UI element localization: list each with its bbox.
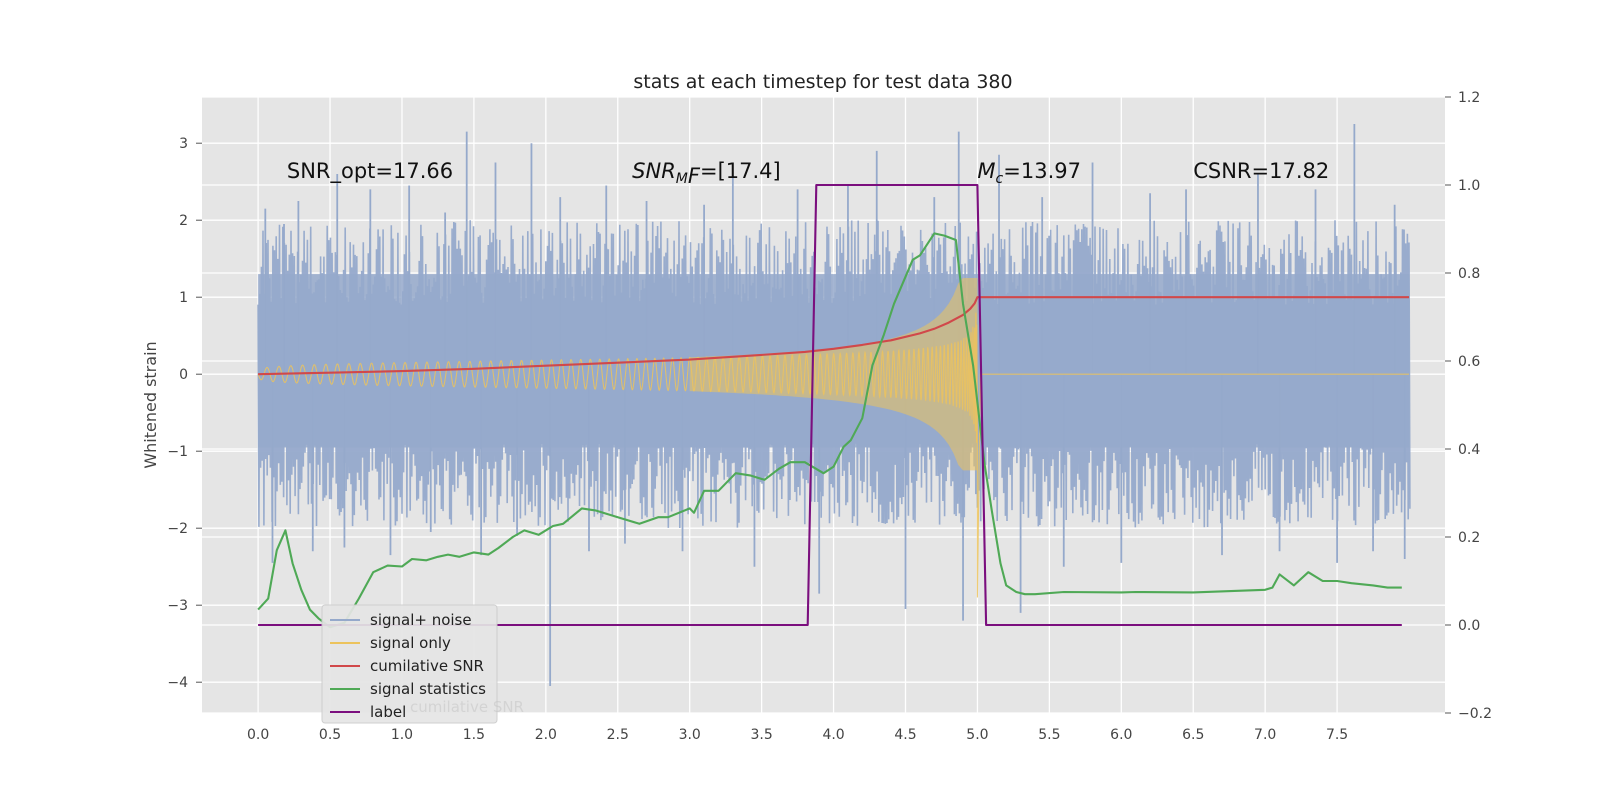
annotation-text: Mc=13.97 — [977, 159, 1081, 187]
chart-title: stats at each timestep for test data 380 — [633, 71, 1012, 93]
axes: 0.0 0.5 1.0 1.5 2.0 2.5 3.0 3.5 4.0 4.5 5.0 5.5 6.0 6… — [167, 90, 1492, 743]
y2-tick-label: 1.2 — [1458, 90, 1480, 106]
y-tick-label: −3 — [167, 598, 188, 614]
y-tick-label: 1 — [179, 290, 188, 306]
data-layer — [257, 123, 1411, 687]
y-axis-label: Whitened strain — [141, 341, 160, 468]
x-tick-label: 7.0 — [1254, 727, 1276, 743]
y2-tick-label: 1.0 — [1458, 178, 1480, 194]
x-tick-label: 1.5 — [463, 727, 485, 743]
x-tick-label: 3.5 — [751, 727, 773, 743]
legend-box — [321, 604, 498, 724]
y-tick-label: −2 — [167, 521, 188, 537]
x-tick-label: 4.5 — [894, 727, 916, 743]
label-line — [258, 183, 1402, 627]
legend-label: cumilative SNR — [370, 657, 484, 675]
x-tick-label: 4.0 — [822, 727, 844, 743]
x-tick-label: 7.5 — [1326, 727, 1348, 743]
x-tick-label: 6.5 — [1182, 727, 1204, 743]
x-tick-label: 3.0 — [679, 727, 701, 743]
x-tick-label: 2.0 — [535, 727, 557, 743]
y-tick-label: −1 — [167, 444, 188, 460]
y2-tick-label: 0.6 — [1458, 354, 1480, 370]
y2-tick-label: 0.0 — [1458, 618, 1480, 634]
y-tick-label: 3 — [179, 136, 188, 152]
x-tick-label: 0.5 — [319, 727, 341, 743]
y2-tick-label: 0.8 — [1458, 266, 1480, 282]
legend-label: signal statistics — [370, 680, 486, 698]
legend: cumilative SNR signal+ noise signal only cu… — [321, 604, 524, 724]
legend-label: signal+ noise — [370, 611, 472, 629]
legend-ghost-text: cumilative SNR — [410, 698, 524, 716]
y2-tick-label: 0.2 — [1458, 530, 1480, 546]
annotation-text: SNRMF=[17.4] — [632, 159, 781, 188]
x-tick-label: 6.0 — [1110, 727, 1132, 743]
x-tick-label: 5.5 — [1038, 727, 1060, 743]
cumilative-snr-line — [258, 296, 1409, 376]
y2-tick-label: 0.4 — [1458, 442, 1480, 458]
x-tick-label: 1.0 — [391, 727, 413, 743]
x-tick-label: 0.0 — [247, 727, 269, 743]
y-tick-label: −4 — [167, 675, 188, 691]
annotation-text: SNR_opt=17.66 — [287, 159, 453, 184]
signal-only-envelope — [689, 278, 978, 471]
legend-label: label — [370, 703, 406, 721]
x-tick-label: 2.5 — [607, 727, 629, 743]
annotation-text: CSNR=17.82 — [1193, 159, 1329, 183]
x-tick-label: 5.0 — [966, 727, 988, 743]
y-tick-label: 0 — [179, 367, 188, 383]
annotations: SNR_opt=17.66 SNRMF=[17.4] Mc=13.97 CSNR=17… — [287, 159, 1329, 188]
legend-label: signal only — [370, 634, 451, 652]
y2-tick-label: −0.2 — [1458, 706, 1492, 722]
signal-statistics-line — [257, 232, 1402, 629]
y-tick-label: 2 — [179, 213, 188, 229]
